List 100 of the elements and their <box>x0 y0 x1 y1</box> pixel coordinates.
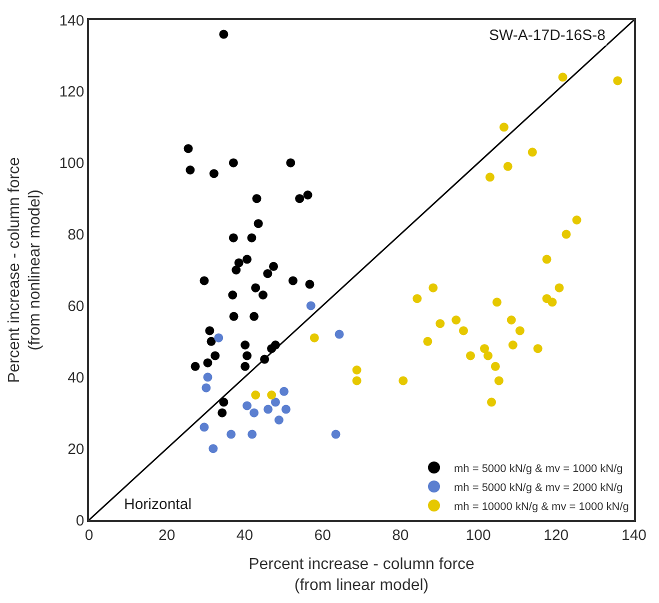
point <box>186 166 195 174</box>
point <box>242 351 252 360</box>
point <box>548 298 557 307</box>
annotation: SW-A-17D-16S-8 <box>489 27 606 44</box>
point <box>209 169 218 178</box>
x-axis-title: Percent increase - column force (from linear model) <box>248 556 475 594</box>
point <box>487 398 496 407</box>
point <box>254 219 263 228</box>
point <box>269 262 278 271</box>
point <box>208 444 218 454</box>
x-tick-label: 20 <box>158 526 176 544</box>
x-tick-label: 40 <box>236 526 254 544</box>
point <box>452 316 461 324</box>
point <box>503 162 512 171</box>
point <box>280 386 289 396</box>
point <box>228 290 238 300</box>
legend-label: mh = 10000 kN/g & mv = 1000 kN/g <box>454 500 629 513</box>
point <box>436 319 445 328</box>
point <box>494 376 504 386</box>
x-tick-label: 80 <box>392 526 409 544</box>
point <box>412 294 422 304</box>
point <box>508 340 518 350</box>
point <box>184 144 193 154</box>
point <box>499 122 508 132</box>
point <box>210 351 220 360</box>
point <box>295 194 304 204</box>
point <box>515 326 524 336</box>
point <box>428 283 438 292</box>
point <box>306 301 316 310</box>
point <box>281 404 290 414</box>
point <box>242 401 252 410</box>
point <box>250 312 259 321</box>
x-tick-label: 100 <box>466 526 491 544</box>
y-axis-title: Percent increase - column force (from nonlinear model) <box>6 156 44 383</box>
point <box>572 216 582 224</box>
point <box>303 190 312 200</box>
point <box>218 408 227 418</box>
point <box>267 390 276 400</box>
point <box>331 430 340 439</box>
point <box>258 290 268 300</box>
point <box>205 326 214 336</box>
point <box>203 358 212 368</box>
point <box>352 376 362 386</box>
point <box>206 336 216 346</box>
point <box>533 344 542 354</box>
point <box>219 30 228 39</box>
point <box>248 430 257 439</box>
point <box>480 344 490 354</box>
point <box>252 194 262 204</box>
point <box>247 233 256 242</box>
y-tick-label: 60 <box>68 298 84 315</box>
point <box>219 398 228 407</box>
point <box>274 416 284 424</box>
point <box>250 408 259 418</box>
point <box>200 276 209 286</box>
point <box>305 280 314 289</box>
point <box>228 158 238 168</box>
point <box>458 326 468 336</box>
point <box>398 376 408 386</box>
point <box>200 422 209 432</box>
y-tick-label: 40 <box>68 369 84 386</box>
x-tick-label: 120 <box>544 526 569 544</box>
point <box>542 254 552 264</box>
point <box>263 269 272 278</box>
point <box>613 76 622 86</box>
point <box>229 312 238 321</box>
point <box>310 333 319 342</box>
point <box>190 362 200 371</box>
y-tick-label: 80 <box>68 226 84 244</box>
point <box>226 430 236 439</box>
point <box>270 398 280 407</box>
point <box>234 258 244 268</box>
point <box>251 390 260 400</box>
point <box>286 158 296 168</box>
y-tick-label: 0 <box>76 512 84 530</box>
x-tick-label: 60 <box>314 526 331 544</box>
legend-label: mh = 5000 kN/g & mv = 2000 kN/g <box>454 482 623 494</box>
legend-label: mh = 5000 kN/g & mv = 1000 kN/g <box>454 462 623 475</box>
point <box>232 266 241 274</box>
point <box>528 148 537 157</box>
point <box>352 366 362 374</box>
point <box>251 283 260 292</box>
point <box>240 362 250 371</box>
point <box>485 172 494 182</box>
point <box>558 72 568 82</box>
point <box>203 372 212 382</box>
y-tick-label: 100 <box>59 155 84 172</box>
point <box>228 233 238 242</box>
point <box>484 351 493 360</box>
point <box>334 330 344 339</box>
point <box>264 404 273 414</box>
point <box>214 333 224 342</box>
point <box>202 383 211 392</box>
point <box>562 230 571 239</box>
x-tick-label: 140 <box>621 526 647 544</box>
point <box>554 283 564 292</box>
point <box>242 254 252 264</box>
point <box>492 298 502 307</box>
point <box>288 276 298 286</box>
y-tick-label: 140 <box>59 12 84 30</box>
